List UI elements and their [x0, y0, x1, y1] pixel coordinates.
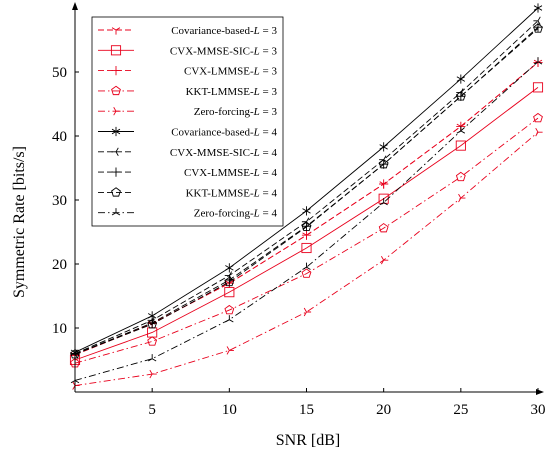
legend-marker — [113, 106, 121, 116]
legend-entry: CVX-LMMSE-L = 3 — [98, 66, 277, 78]
legend-label: CVX-MMSE-SIC-L = 3 — [170, 45, 278, 57]
data-point — [302, 206, 311, 216]
data-point — [533, 23, 543, 33]
legend-label: KKT-LMMSE-L = 3 — [186, 86, 278, 98]
data-point — [456, 126, 466, 134]
legend-label: CVX-LMMSE-L = 3 — [184, 66, 278, 78]
data-point — [379, 179, 389, 189]
y-tick-label: 10 — [52, 321, 67, 337]
data-point — [533, 16, 541, 26]
axes — [72, 2, 544, 395]
data-point — [378, 223, 389, 233]
y-tick-label: 20 — [52, 257, 67, 273]
data-point — [303, 307, 312, 317]
legend-label: CVX-LMMSE-L = 4 — [184, 167, 278, 179]
x-axis-label: SNR [dB] — [276, 432, 340, 449]
data-point — [226, 346, 234, 355]
x-tick-label: 5 — [148, 402, 156, 418]
y-axis-arrow — [72, 2, 78, 10]
legend-label: Covariance-based-L = 3 — [171, 25, 277, 37]
legend-label: Zero-forcing-L = 4 — [194, 208, 278, 220]
data-point — [301, 268, 312, 278]
data-point — [301, 221, 312, 232]
x-tick-label: 25 — [453, 402, 468, 418]
y-tick-label: 40 — [52, 129, 67, 145]
data-point — [224, 304, 235, 315]
data-point — [225, 315, 234, 323]
data-point — [225, 263, 234, 273]
data-point — [301, 242, 312, 254]
data-point — [380, 255, 389, 265]
data-point — [147, 311, 157, 321]
legend-marker — [111, 126, 121, 137]
x-tick-label: 20 — [376, 402, 391, 418]
legend-label: Covariance-based-L = 4 — [171, 127, 277, 139]
legend-marker — [111, 167, 121, 177]
y-tick-label: 50 — [52, 65, 67, 81]
plot-area — [69, 3, 544, 390]
legend-entry: KKT-LMMSE-L = 3 — [98, 85, 278, 98]
series-4 — [70, 112, 543, 368]
x-tick-label: 15 — [299, 402, 314, 418]
y-tick-label: 30 — [52, 193, 67, 209]
legend-marker — [111, 66, 121, 76]
data-point — [455, 91, 466, 101]
legend-entry: KKT-LMMSE-L = 4 — [98, 187, 277, 199]
data-point — [147, 319, 158, 329]
data-point — [532, 82, 544, 93]
tick-labels: 5 10 15 20 25 30 10 20 30 40 50 — [52, 65, 546, 418]
data-point — [149, 369, 157, 379]
legend-marker — [111, 147, 119, 157]
legend: Covariance-based-L = 3 CVX-MMSE-SIC-L = 3… — [91, 16, 284, 227]
legend-entry: Zero-forcing-L = 4 — [98, 208, 277, 220]
data-point — [456, 91, 466, 101]
data-point — [302, 262, 311, 270]
legend-entry: Covariance-based-L = 4 — [98, 127, 277, 139]
data-point — [533, 57, 543, 65]
data-point — [147, 336, 158, 346]
data-point — [535, 127, 543, 137]
series-line — [74, 87, 539, 361]
data-point — [147, 354, 157, 362]
legend-marker — [111, 27, 121, 35]
data-point — [301, 221, 312, 231]
legend-entry: Zero-forcing-L = 3 — [98, 106, 277, 118]
legend-marker — [110, 45, 122, 56]
y-axis-label: Symmetric Rate [bits/s] — [11, 146, 28, 298]
x-tick-label: 30 — [531, 402, 546, 418]
legend-marker — [111, 208, 121, 216]
legend-marker — [111, 187, 121, 197]
series-line — [74, 117, 539, 364]
legend-label: CVX-MMSE-SIC-L = 4 — [170, 147, 278, 159]
legend-marker — [111, 85, 121, 96]
series-6 — [70, 3, 543, 357]
data-point — [458, 193, 466, 203]
x-axis-arrow — [536, 389, 544, 395]
data-point — [533, 3, 543, 13]
series-10 — [70, 57, 543, 384]
data-point — [533, 112, 543, 123]
series-5 — [72, 127, 543, 390]
legend-entry: Covariance-based-L = 3 — [98, 25, 277, 37]
data-point — [378, 159, 389, 169]
data-point — [456, 74, 466, 84]
data-point — [224, 276, 235, 287]
data-point — [455, 171, 466, 182]
legend-entry: CVX-LMMSE-L = 4 — [98, 167, 277, 179]
data-point — [455, 140, 466, 151]
legend-box — [91, 16, 284, 227]
legend-label: KKT-LMMSE-L = 4 — [186, 187, 278, 199]
x-tick-label: 10 — [222, 402, 237, 418]
legend-entry: CVX-MMSE-SIC-L = 3 — [98, 45, 277, 57]
data-point — [301, 230, 312, 240]
data-point — [379, 197, 388, 206]
legend-label: Zero-forcing-L = 3 — [194, 106, 278, 118]
data-point — [379, 142, 388, 152]
series-line — [74, 28, 539, 355]
legend-entry: CVX-MMSE-SIC-L = 4 — [98, 147, 277, 159]
